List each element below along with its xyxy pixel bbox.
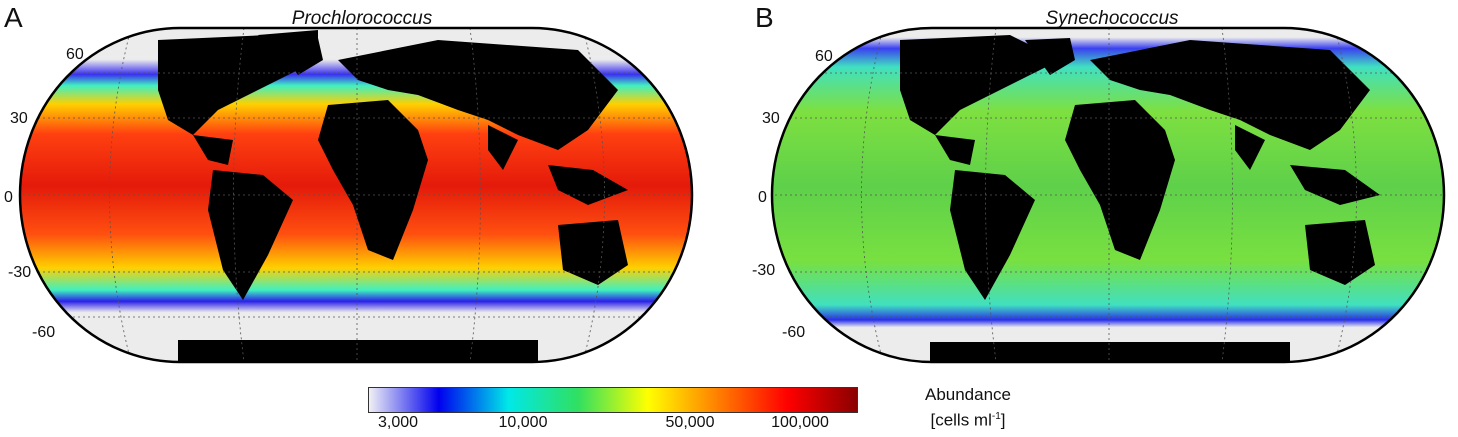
lat-label-b-30: 30	[762, 110, 780, 127]
graticule-a	[20, 28, 692, 362]
colorbar-tick-3000: 3,000	[377, 414, 419, 431]
map-a	[18, 26, 694, 364]
panel-title-a: Prochlorococcus	[291, 8, 433, 29]
land-b	[900, 35, 1380, 362]
lat-label-b-m60: -60	[782, 324, 806, 341]
legend-title: Abundance [cells ml-1]	[898, 384, 1038, 432]
graticule-b	[772, 28, 1444, 362]
panel-title-b: Synechococcus	[1045, 8, 1179, 29]
map-b	[770, 26, 1446, 364]
lat-label-b-m30: -30	[752, 262, 776, 279]
colorbar	[368, 387, 858, 413]
legend-unit-suffix: ]	[1000, 410, 1006, 430]
legend-line-2: [cells ml-1]	[898, 406, 1038, 432]
legend-unit-prefix: [cells ml	[930, 410, 992, 430]
lat-label-b-60: 60	[815, 48, 833, 65]
lat-label-b-0: 0	[758, 189, 767, 206]
legend-line-1: Abundance	[924, 385, 1012, 404]
lat-label-a-m60: -60	[32, 324, 56, 341]
map-outline-b	[770, 26, 1446, 364]
lat-label-a-0: 0	[4, 189, 13, 206]
colorbar-tick-50000: 50,000	[665, 414, 715, 431]
lat-label-a-30: 30	[10, 110, 28, 127]
map-outline-a	[18, 26, 694, 364]
colorbar-tick-10000: 10,000	[498, 414, 548, 431]
colorbar-tick-100000: 100,000	[771, 414, 829, 431]
legend-unit-sup: -1	[991, 411, 1001, 422]
lat-label-a-60: 60	[66, 46, 84, 63]
panel-letter-b: B	[755, 2, 774, 33]
land-a	[158, 30, 628, 362]
lat-label-a-m30: -30	[8, 264, 32, 281]
panel-letter-a: A	[4, 2, 23, 33]
